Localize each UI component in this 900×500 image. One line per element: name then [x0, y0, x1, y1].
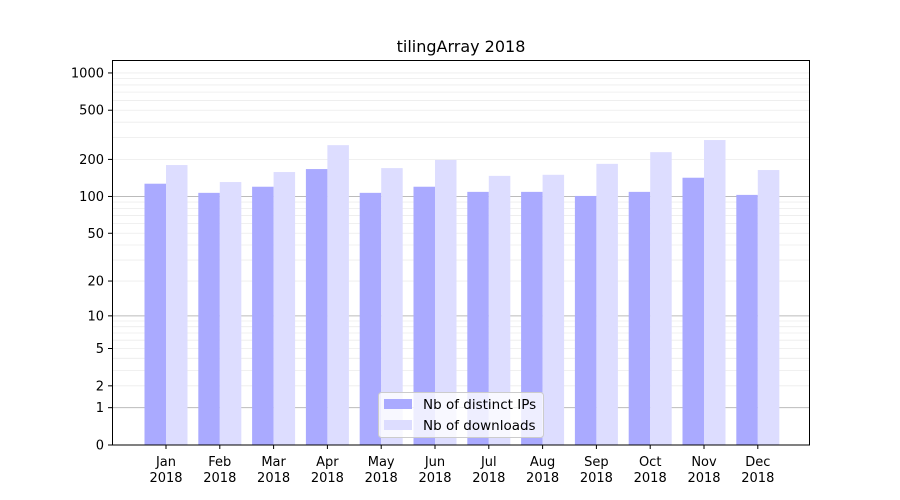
- legend-label-downloads: Nb of downloads: [423, 418, 536, 434]
- bar-distinct-ips-feb: [198, 192, 220, 445]
- chart-title: tilingArray 2018: [397, 37, 526, 56]
- x-tick-label-year: 2018: [526, 471, 559, 486]
- x-tick-label-month: Aug: [530, 455, 555, 470]
- y-tick-label: 20: [87, 275, 104, 290]
- y-tick-label: 200: [79, 153, 104, 168]
- bar-distinct-ips-jun: [413, 186, 435, 445]
- bar-distinct-ips-oct: [628, 191, 651, 445]
- bar-distinct-ips-sep: [574, 195, 597, 445]
- plot-frame: [112, 60, 810, 446]
- x-tick-label-year: 2018: [365, 471, 398, 486]
- bar-downloads-may: [381, 168, 403, 446]
- x-tick-label-year: 2018: [203, 471, 236, 486]
- y-tick-label: 5: [96, 342, 104, 357]
- x-tick-label-month: May: [368, 455, 395, 470]
- bars: [144, 140, 780, 446]
- y-tick-label: 500: [79, 104, 104, 119]
- bar-distinct-ips-may: [359, 192, 382, 445]
- x-tick-label-month: Apr: [316, 455, 339, 470]
- bar-distinct-ips-mar: [252, 186, 274, 445]
- y-tick-label: 1: [96, 401, 104, 416]
- bar-distinct-ips-jan: [144, 183, 166, 445]
- legend: Nb of distinct IPs Nb of downloads: [378, 392, 544, 438]
- y-tick-label: 50: [87, 227, 104, 242]
- bar-distinct-ips-aug: [521, 191, 543, 445]
- x-tick-label-year: 2018: [687, 471, 720, 486]
- bar-downloads-mar: [273, 172, 296, 445]
- bar-downloads-aug: [542, 174, 565, 445]
- x-tick-label-year: 2018: [741, 471, 774, 486]
- x-axis: Jan2018Feb2018Mar2018Apr2018May2018Jun20…: [149, 445, 774, 486]
- x-tick-label-year: 2018: [634, 471, 667, 486]
- x-tick-label-month: Nov: [691, 455, 717, 470]
- x-tick-label-year: 2018: [580, 471, 613, 486]
- legend-label-ips: Nb of distinct IPs: [423, 397, 536, 413]
- x-tick-label-month: Dec: [745, 455, 770, 470]
- y-axis: 0 1 2 5 10 20 50 100 200 500 1000: [71, 66, 112, 454]
- bar-downloads-jan: [166, 165, 188, 445]
- x-tick-label-month: Sep: [584, 455, 609, 470]
- bar-downloads-oct: [650, 152, 672, 445]
- x-tick-label-year: 2018: [257, 471, 290, 486]
- x-tick-label-year: 2018: [149, 471, 182, 486]
- y-tick-label: 2: [96, 379, 104, 394]
- x-tick-label-month: Feb: [208, 455, 231, 470]
- x-tick-label-month: Jun: [424, 455, 445, 470]
- x-tick-label-month: Oct: [639, 455, 661, 470]
- bar-downloads-dec: [757, 170, 780, 446]
- bar-distinct-ips-jul: [467, 191, 489, 445]
- legend-swatch-ips: [384, 399, 412, 409]
- y-tick-label: 100: [79, 190, 104, 205]
- bar-distinct-ips-nov: [682, 177, 704, 445]
- bar-downloads-sep: [596, 163, 618, 445]
- bar-downloads-feb: [219, 182, 242, 445]
- bar-downloads-jun: [435, 159, 457, 446]
- x-tick-label-month: Jul: [480, 455, 497, 470]
- legend-swatch-downloads: [384, 420, 412, 430]
- x-tick-label-year: 2018: [418, 471, 451, 486]
- x-tick-label-year: 2018: [472, 471, 505, 486]
- x-tick-label-month: Mar: [261, 455, 286, 470]
- bar-downloads-apr: [327, 145, 349, 445]
- bar-downloads-nov: [704, 140, 726, 445]
- x-tick-label-year: 2018: [311, 471, 344, 486]
- x-tick-label-month: Jan: [155, 455, 176, 470]
- bar-distinct-ips-dec: [736, 194, 758, 445]
- y-tick-label: 1000: [71, 66, 104, 81]
- y-tick-label: 10: [87, 309, 104, 324]
- y-tick-label: 0: [96, 439, 104, 454]
- legend-box: [378, 392, 544, 438]
- bar-distinct-ips-apr: [305, 169, 328, 445]
- bar-downloads-jul: [488, 175, 511, 445]
